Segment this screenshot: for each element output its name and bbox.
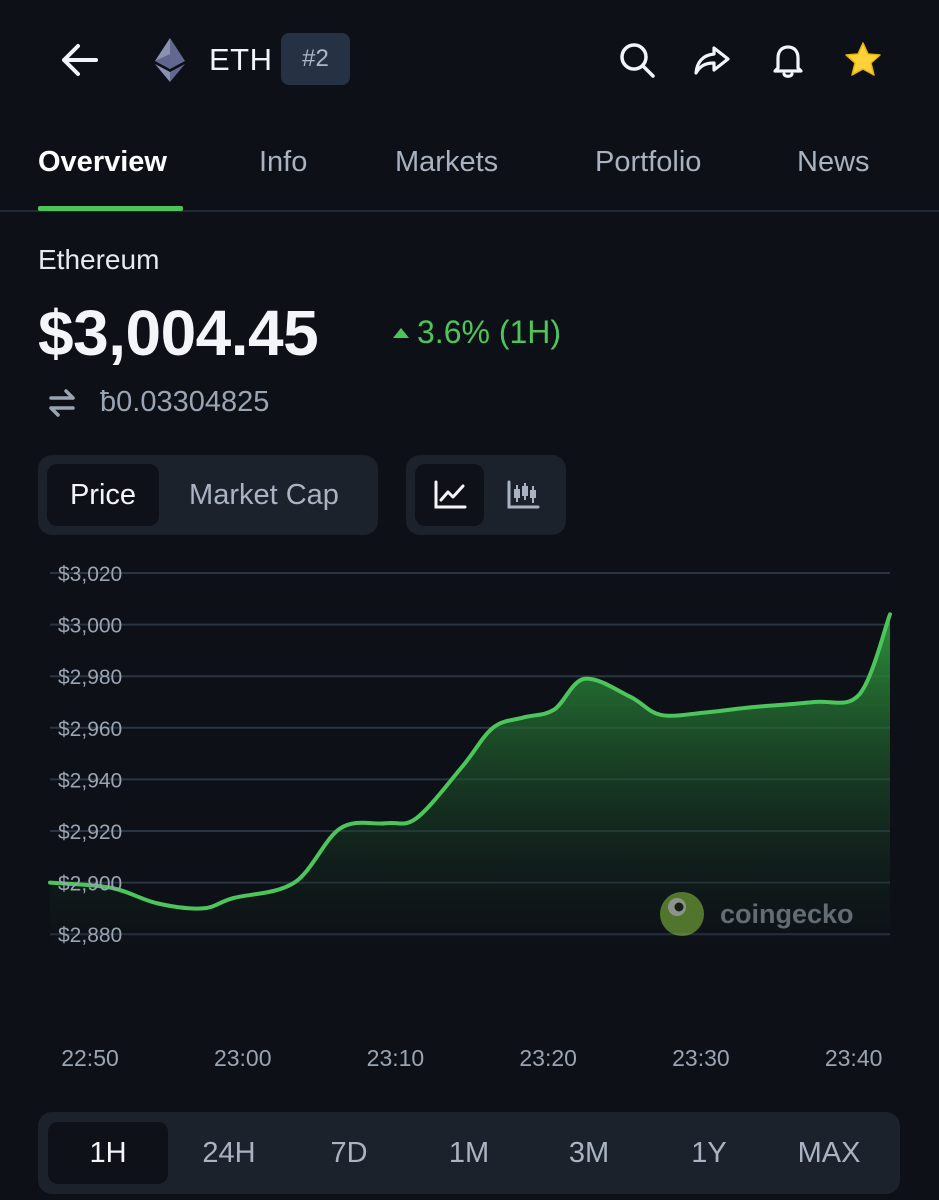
x-tick-label: 23:10 <box>367 1045 425 1071</box>
tab-overview[interactable]: Overview <box>38 146 167 178</box>
coingecko-watermark: coingecko <box>660 892 854 936</box>
coin-symbol: ETH <box>209 42 273 77</box>
range-3m-button[interactable]: 3M <box>568 1136 610 1169</box>
x-tick-label: 23:00 <box>214 1045 272 1071</box>
price-toggle-button[interactable]: Price <box>47 464 159 526</box>
chart-style-toggle <box>406 455 566 535</box>
y-axis-labels: $3,020 $3,000 $2,980 $2,960 $2,940 $2,920 $2,9… <box>58 563 122 947</box>
bell-icon[interactable] <box>766 38 810 82</box>
range-max-button[interactable]: MAX <box>797 1136 861 1169</box>
search-icon[interactable] <box>615 38 659 82</box>
tab-info[interactable]: Info <box>259 146 308 178</box>
y-tick-label: $2,960 <box>58 718 122 741</box>
tab-bar: Overview Info Markets Portfolio News <box>0 126 939 212</box>
range-24h-button[interactable]: 24H <box>202 1136 256 1169</box>
tab-markets[interactable]: Markets <box>395 146 499 178</box>
price-line <box>48 612 892 911</box>
line-chart-icon <box>434 480 466 509</box>
share-icon[interactable] <box>690 38 734 82</box>
star-icon[interactable] <box>841 38 885 82</box>
y-tick-label: $2,920 <box>58 821 122 844</box>
x-axis-labels: 22:50 23:00 23:10 23:20 23:30 23:40 <box>61 1045 882 1071</box>
x-tick-label: 23:30 <box>672 1045 730 1071</box>
y-tick-label: $3,000 <box>58 615 122 638</box>
metric-toggle: Price Market Cap <box>38 455 378 535</box>
time-range-selector: 1H 24H 7D 1M 3M 1Y MAX <box>38 1112 900 1194</box>
rank-badge: #2 <box>281 33 350 85</box>
top-bar: ETH #2 <box>0 0 939 120</box>
active-tab-indicator <box>38 206 183 211</box>
line-chart-button[interactable] <box>415 464 484 526</box>
price-area-fill <box>50 614 890 960</box>
btc-price-row: ƀ0.03304825 <box>46 386 269 419</box>
range-7d-button[interactable]: 7D <box>330 1136 368 1169</box>
range-1m-button[interactable]: 1M <box>448 1136 490 1169</box>
x-tick-label: 22:50 <box>61 1045 119 1071</box>
candlestick-button[interactable] <box>488 464 557 526</box>
back-arrow-icon[interactable] <box>56 38 104 82</box>
range-1y-button[interactable]: 1Y <box>691 1136 727 1169</box>
y-tick-label: $2,880 <box>58 924 122 947</box>
price-chart[interactable]: $3,020 $3,000 $2,980 $2,960 $2,940 $2,920 $2,9… <box>0 545 939 1090</box>
btc-price-value: ƀ0.03304825 <box>100 386 270 418</box>
y-tick-label: $2,940 <box>58 769 122 792</box>
coin-name: Ethereum <box>38 244 160 275</box>
x-tick-label: 23:20 <box>519 1045 577 1071</box>
tab-news[interactable]: News <box>797 146 870 178</box>
ethereum-logo <box>152 36 188 84</box>
up-triangle-icon <box>393 327 409 338</box>
price-change-text: 3.6% (1H) <box>417 314 562 350</box>
range-1h-button[interactable]: 1H <box>48 1122 168 1184</box>
price-change: 3.6% (1H) <box>393 314 561 351</box>
coingecko-watermark-text: coingecko <box>720 899 854 929</box>
market-cap-toggle-button[interactable]: Market Cap <box>189 478 339 511</box>
candlestick-icon <box>507 480 539 509</box>
tab-portfolio[interactable]: Portfolio <box>595 146 702 178</box>
y-tick-label: $2,900 <box>58 873 122 896</box>
price-value: $3,004.45 <box>38 297 319 369</box>
swap-icon[interactable] <box>46 387 78 419</box>
y-tick-label: $2,980 <box>58 666 122 689</box>
x-tick-label: 23:40 <box>825 1045 883 1071</box>
y-tick-label: $3,020 <box>58 563 122 586</box>
